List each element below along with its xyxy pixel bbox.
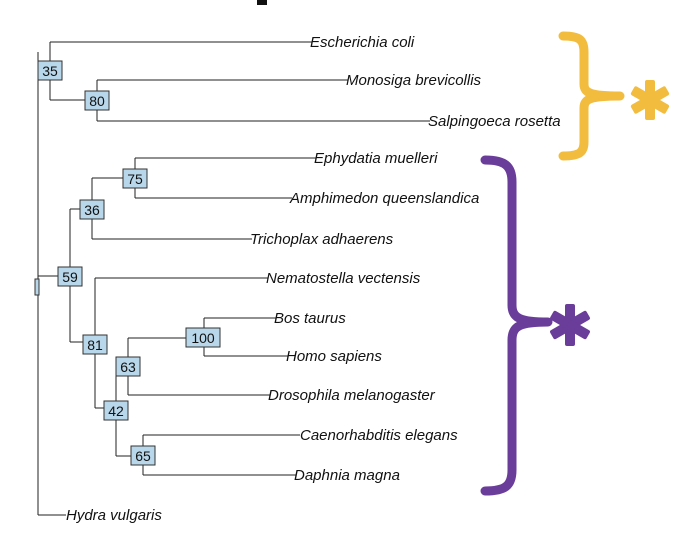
leaf-label-monosiga-brevicollis: Monosiga brevicollis [346, 72, 482, 89]
root-node-marker [34, 278, 40, 296]
bootstrap-value: 35 [42, 63, 58, 79]
leaf-label-amphimedon-queenslandica: Amphimedon queenslandica [289, 190, 479, 207]
leaf-label-salpingoeca-rosetta: Salpingoeca rosetta [428, 113, 561, 130]
bootstrap-node-81: 81 [82, 334, 108, 355]
bootstrap-node-59: 59 [57, 266, 83, 287]
bootstrap-value: 81 [87, 337, 103, 353]
bootstrap-node-35: 35 [37, 60, 63, 81]
bootstrap-value: 75 [127, 171, 143, 187]
bootstrap-value: 65 [135, 448, 151, 464]
bootstrap-node-42: 42 [103, 400, 129, 421]
bootstrap-node-80: 80 [84, 90, 110, 111]
group-bracket-choanoflagellates [558, 31, 625, 161]
leaf-label-bos-taurus: Bos taurus [274, 310, 346, 327]
asterisk-icon-choanoflagellates [630, 80, 670, 120]
bootstrap-value: 42 [108, 403, 124, 419]
bootstrap-node-100: 100 [185, 327, 221, 348]
clipped-title-fragment [257, 0, 267, 5]
group-bracket-metazoa [480, 155, 553, 496]
bootstrap-value: 80 [89, 93, 105, 109]
branch-node-65 [142, 434, 300, 476]
asterisk-icon-metazoa [550, 304, 590, 346]
leaf-label-homo-sapiens: Homo sapiens [286, 348, 382, 365]
bootstrap-value: 63 [120, 359, 136, 375]
leaf-label-daphnia-magna: Daphnia magna [294, 467, 400, 484]
branch-node-35 [38, 41, 312, 101]
bootstrap-value: 36 [84, 202, 100, 218]
leaf-label-trichoplax-adhaerens: Trichoplax adhaerens [250, 231, 394, 248]
leaf-label-caenorhabditis-elegans: Caenorhabditis elegans [300, 427, 458, 444]
leaf-label-ephydatia-muelleri: Ephydatia muelleri [314, 150, 438, 167]
leaf-label-nematostella-vectensis: Nematostella vectensis [266, 270, 421, 287]
bootstrap-node-36: 36 [79, 199, 105, 220]
leaf-label-drosophila-melanogaster: Drosophila melanogaster [268, 387, 436, 404]
bootstrap-node-65: 65 [130, 445, 156, 466]
leaf-label-escherichia-coli: Escherichia coli [310, 34, 415, 51]
bootstrap-value: 100 [191, 330, 215, 346]
bootstrap-node-75: 75 [122, 168, 148, 189]
bootstrap-node-63: 63 [115, 356, 141, 377]
bootstrap-value: 59 [62, 269, 78, 285]
leaf-label-hydra-vulgaris: Hydra vulgaris [66, 507, 162, 524]
